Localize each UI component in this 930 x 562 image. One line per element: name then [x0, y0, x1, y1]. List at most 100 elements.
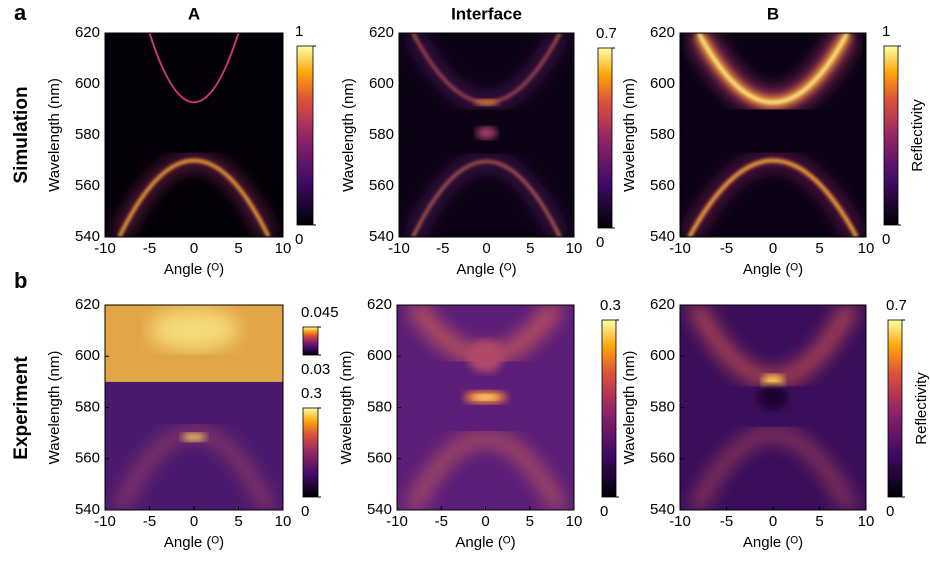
heatmap-image: [680, 305, 866, 510]
y-tick-label: 540: [75, 228, 100, 245]
heatmap-band: [687, 158, 859, 237]
colorbar-tick-label: 0: [886, 503, 894, 520]
x-tick-label: 5: [815, 240, 823, 257]
colorbar: [296, 45, 314, 226]
y-tick-label: 560: [369, 177, 394, 194]
heatmap-spot: [467, 339, 504, 373]
x-tick-label: 0: [190, 513, 198, 530]
colorbar-tick-label: 0: [882, 231, 890, 248]
row-label: Experiment: [11, 356, 32, 460]
heatmap-image: [105, 305, 283, 510]
colorbar-tick-label: 0: [301, 503, 309, 520]
x-tick-label: 0: [769, 513, 777, 530]
y-axis-label: Wavelength (nm): [621, 351, 638, 465]
y-axis-label: Wavelength (nm): [46, 78, 63, 192]
x-tick-label: 10: [566, 513, 583, 530]
colorbar-tick-label: 0: [600, 503, 608, 520]
x-tick-label: 10: [566, 240, 583, 257]
heatmap-band: [117, 159, 271, 237]
colorbar: [601, 319, 617, 498]
y-tick-label: 540: [75, 501, 100, 518]
column-title: Interface: [451, 4, 522, 23]
y-axis-label: Wavelength (nm): [338, 351, 355, 465]
y-tick-label: 560: [75, 450, 100, 467]
y-tick-label: 620: [367, 296, 392, 313]
y-tick-label: 540: [650, 501, 675, 518]
y-tick-label: 580: [650, 126, 675, 143]
x-tick-label: -5: [143, 240, 156, 257]
x-tick-label: -10: [94, 240, 116, 257]
y-tick-label: 620: [650, 296, 675, 313]
y-tick-label: 600: [650, 347, 675, 364]
heatmap-band: [405, 432, 566, 510]
y-tick-label: 560: [75, 177, 100, 194]
y-tick-label: 580: [650, 398, 675, 415]
x-tick-label: 5: [234, 513, 242, 530]
x-axis-label: Angle (ᴼ): [164, 261, 224, 278]
heatmap-spot: [758, 384, 788, 410]
colorbar-tick-label: 0.7: [596, 25, 617, 42]
colorbar-tick-label: 1: [295, 23, 303, 40]
y-tick-label: 600: [75, 347, 100, 364]
x-axis-label: Angle (ᴼ): [743, 261, 803, 278]
y-tick-label: 540: [367, 501, 392, 518]
y-tick-label: 620: [369, 24, 394, 41]
y-tick-label: 580: [369, 126, 394, 143]
colorbar-label: Reflectivity: [913, 372, 930, 445]
colorbar-tick-label: 0.3: [301, 385, 322, 402]
x-tick-label: 10: [858, 240, 875, 257]
y-tick-label: 600: [367, 347, 392, 364]
y-tick-label: 540: [650, 228, 675, 245]
colorbar-tick-label: 0.03: [301, 361, 330, 378]
heatmap-band: [115, 428, 273, 510]
colorbar-tick-label: 0.7: [886, 297, 907, 314]
heatmap-spot: [473, 394, 498, 401]
heatmap-spot: [474, 99, 499, 106]
heatmap-band: [408, 156, 565, 237]
y-tick-label: 580: [367, 398, 392, 415]
panel-label: a: [14, 0, 27, 25]
heatmap-image: [397, 305, 574, 510]
heatmap-band: [697, 33, 849, 104]
x-tick-label: -10: [669, 513, 691, 530]
x-tick-label: -5: [436, 240, 449, 257]
heatmap-band: [690, 429, 856, 510]
colorbar: [302, 407, 319, 498]
row-label: Simulation: [11, 86, 32, 183]
heatmap-spot: [181, 433, 207, 442]
y-tick-label: 620: [75, 296, 100, 313]
heatmap-spot: [761, 374, 785, 387]
colorbar: [883, 45, 899, 226]
colorbar-tick-label: 0.045: [301, 304, 339, 321]
colorbar-tick-label: 0.3: [600, 297, 621, 314]
x-tick-label: 5: [815, 513, 823, 530]
y-tick-label: 580: [75, 398, 100, 415]
x-tick-label: -5: [720, 513, 733, 530]
x-tick-label: -10: [388, 240, 410, 257]
x-tick-label: -5: [435, 513, 448, 530]
y-tick-label: 600: [369, 75, 394, 92]
x-tick-label: 10: [858, 513, 875, 530]
column-title: B: [767, 4, 779, 23]
x-tick-label: 5: [234, 240, 242, 257]
colorbar-tick-label: 0: [596, 234, 604, 251]
heatmap-image: [105, 33, 283, 237]
heatmap-image: [680, 33, 866, 237]
colorbar-tick-label: 0: [295, 231, 303, 248]
x-tick-label: 10: [275, 240, 292, 257]
x-axis-label: Angle (ᴼ): [743, 534, 803, 551]
y-tick-label: 560: [367, 450, 392, 467]
colorbar-tick-label: 1: [882, 23, 890, 40]
x-tick-label: 0: [769, 240, 777, 257]
heatmap-glow: [149, 309, 239, 351]
panel-label: b: [14, 268, 27, 293]
colorbar: [887, 319, 903, 498]
y-tick-label: 600: [650, 75, 675, 92]
x-tick-label: -5: [720, 240, 733, 257]
x-tick-label: -10: [386, 513, 408, 530]
colorbar: [597, 47, 613, 229]
heatmap-spot: [476, 126, 497, 140]
column-title: A: [188, 4, 200, 23]
x-tick-label: 0: [190, 240, 198, 257]
